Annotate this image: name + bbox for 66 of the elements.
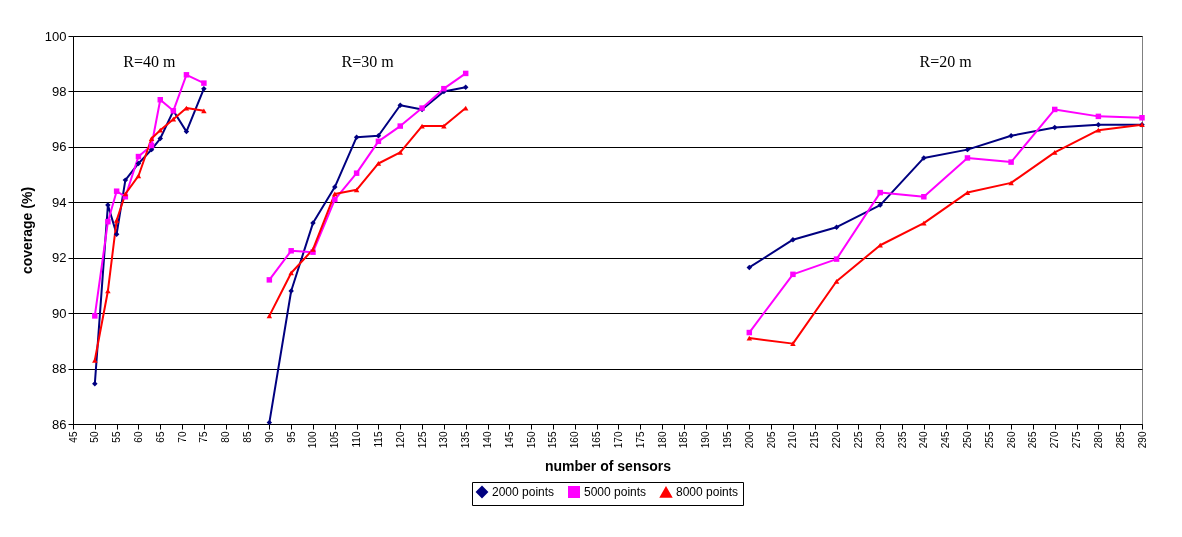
x-tick-label: 80 — [220, 431, 232, 443]
x-tick-label: 90 — [263, 431, 275, 443]
x-tick-label: 230 — [874, 431, 886, 449]
x-tick-label: 285 — [1114, 431, 1126, 449]
x-tick-label: 120 — [394, 431, 406, 449]
legend-label: 2000 points — [492, 485, 555, 499]
x-tick-label: 250 — [961, 431, 973, 449]
y-tick-label: 86 — [52, 416, 67, 432]
x-tick-label: 280 — [1092, 431, 1104, 449]
x-tick-label: 290 — [1136, 431, 1148, 449]
x-tick-label: 50 — [89, 431, 101, 443]
x-tick-label: 170 — [612, 431, 624, 449]
x-tick-label: 110 — [351, 431, 363, 448]
y-tick-label: 90 — [52, 305, 67, 321]
y-tick-label: 92 — [52, 250, 67, 266]
x-tick-label: 45 — [67, 431, 79, 443]
x-tick-label: 240 — [918, 431, 930, 449]
legend-label: 5000 points — [584, 485, 647, 499]
y-tick-label: 96 — [52, 139, 67, 155]
x-tick-label: 95 — [285, 431, 297, 443]
x-tick-label: 260 — [1005, 431, 1017, 449]
y-tick-label: 94 — [52, 194, 67, 210]
x-tick-label: 180 — [656, 431, 668, 449]
x-tick-label: 175 — [634, 431, 646, 449]
x-tick-label: 190 — [700, 431, 712, 449]
x-tick-label: 225 — [852, 431, 864, 449]
x-tick-label: 155 — [547, 431, 559, 449]
x-tick-label: 85 — [242, 431, 254, 443]
x-tick-label: 200 — [743, 431, 755, 449]
x-tick-label: 130 — [438, 431, 450, 449]
x-tick-label: 210 — [787, 431, 799, 449]
x-tick-label: 70 — [176, 431, 188, 443]
x-tick-label: 265 — [1027, 431, 1039, 449]
x-tick-label: 245 — [940, 431, 952, 449]
x-tick-label: 60 — [132, 431, 144, 443]
x-tick-label: 105 — [329, 431, 341, 449]
x-tick-label: 75 — [198, 431, 210, 443]
x-tick-label: 215 — [809, 431, 821, 449]
annotation: R=30 m — [341, 53, 395, 70]
x-axis-title: number of sensors — [544, 458, 672, 475]
x-tick-label: 255 — [983, 431, 995, 449]
legend-label: 8000 points — [676, 485, 739, 500]
x-tick-label: 235 — [896, 431, 908, 449]
annotation: R=20 m — [919, 53, 973, 70]
y-tick-label: 88 — [52, 361, 67, 377]
x-tick-label: 150 — [525, 431, 537, 449]
x-tick-label: 100 — [307, 431, 319, 449]
y-tick-label: 100 — [44, 28, 67, 44]
x-tick-label: 220 — [831, 431, 843, 449]
x-tick-label: 65 — [154, 431, 166, 443]
x-tick-label: 145 — [503, 431, 515, 449]
x-tick-label: 160 — [569, 431, 581, 449]
x-tick-label: 55 — [111, 431, 123, 443]
x-tick-label: 165 — [591, 431, 603, 449]
y-axis-title: coverage (%) — [18, 186, 35, 275]
x-tick-label: 125 — [416, 431, 428, 449]
x-tick-label: 205 — [765, 431, 777, 449]
y-tick-label: 98 — [52, 83, 67, 99]
x-tick-label: 275 — [1071, 431, 1083, 449]
x-tick-label: 185 — [678, 431, 690, 449]
annotation: R=40 m — [123, 53, 176, 70]
x-tick-label: 195 — [721, 431, 733, 449]
x-tick-label: 135 — [460, 431, 472, 449]
x-tick-label: 115 — [372, 431, 384, 448]
x-tick-label: 270 — [1049, 431, 1061, 449]
x-tick-label: 140 — [482, 431, 494, 449]
